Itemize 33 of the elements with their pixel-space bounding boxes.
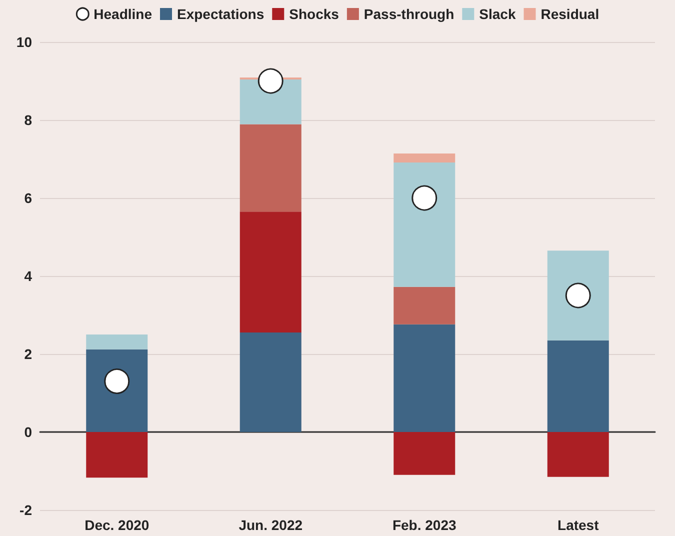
y-tick-label: 8 (24, 112, 32, 128)
bar (547, 340, 609, 432)
legend-label: Residual (540, 6, 600, 22)
legend-label: Pass-through (364, 6, 454, 22)
bar (86, 334, 148, 350)
bar (240, 332, 302, 432)
bar (240, 212, 302, 333)
bar (240, 124, 302, 212)
bar (394, 162, 456, 287)
x-tick-label: Latest (558, 517, 600, 533)
bar (86, 432, 148, 478)
bar (394, 286, 456, 324)
legend-label: Expectations (177, 6, 264, 22)
bar (86, 349, 148, 432)
bar (394, 324, 456, 432)
y-tick-label: 2 (24, 346, 32, 362)
legend-label: Shocks (289, 6, 340, 22)
x-tick-label: Dec. 2020 (84, 517, 150, 533)
bar (394, 154, 456, 163)
point (258, 68, 284, 94)
x-tick-label: Jun. 2022 (238, 517, 303, 533)
legend-label: Slack (479, 6, 516, 22)
y-tick-label: -2 (20, 502, 32, 518)
y-tick-label: 4 (24, 268, 32, 284)
bar (547, 250, 609, 340)
point (412, 185, 438, 211)
y-tick-label: 6 (24, 190, 32, 206)
legend-label: Headline (94, 6, 152, 22)
y-tick-label: 0 (24, 424, 32, 440)
x-tick-label: Feb. 2023 (392, 517, 456, 533)
bar (547, 432, 609, 477)
y-tick-label: 10 (16, 34, 32, 50)
bar (394, 432, 456, 475)
